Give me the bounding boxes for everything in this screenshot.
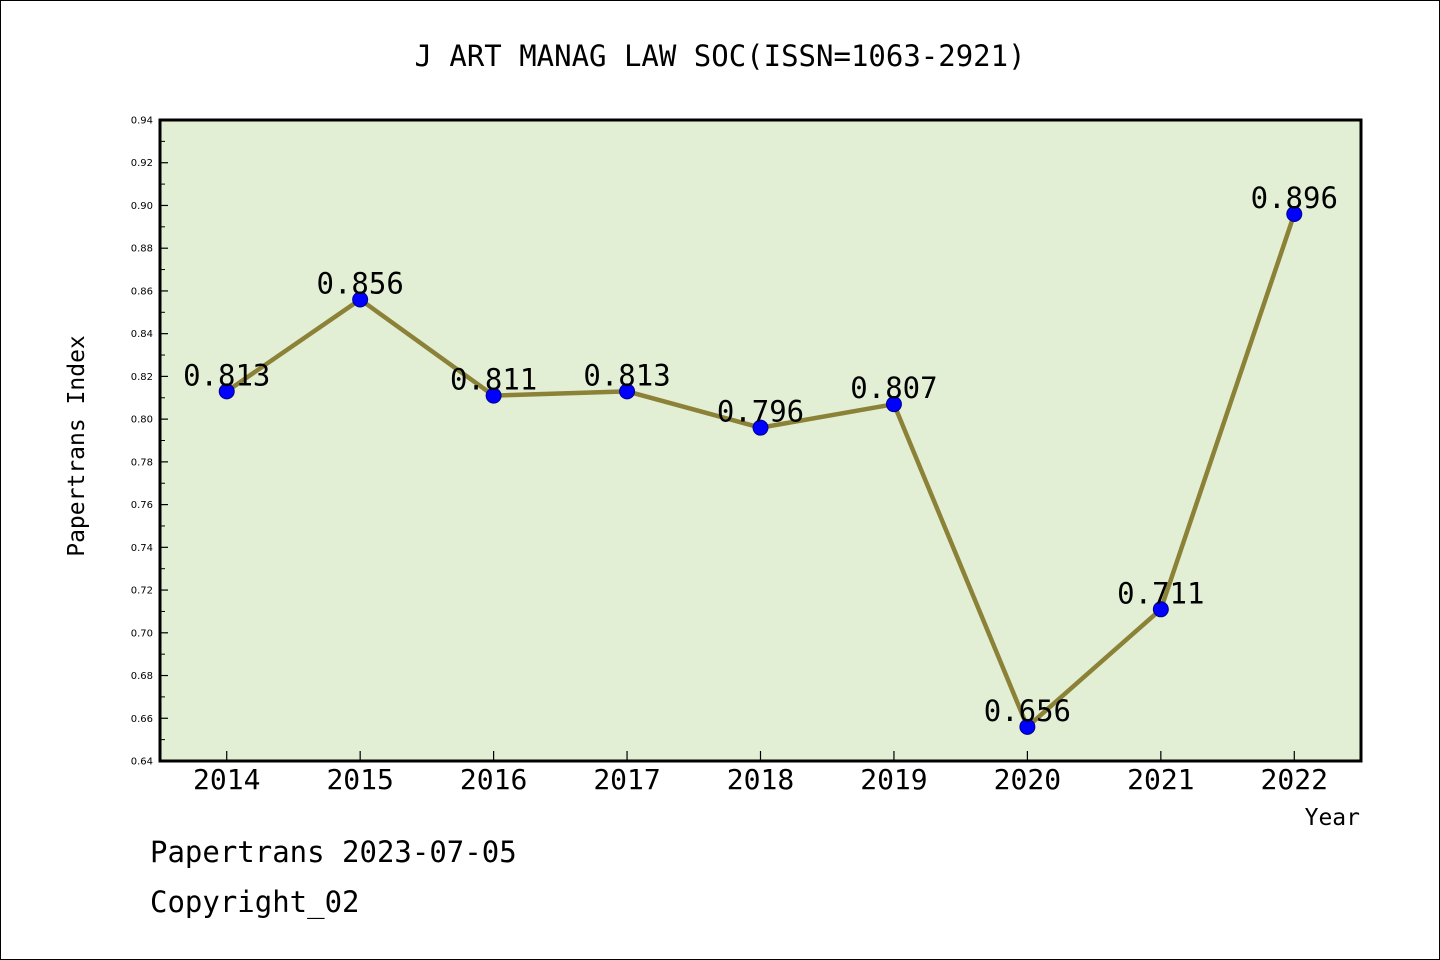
y-tick-label: 0.82 [131, 372, 153, 383]
x-axis-label: Year [1305, 805, 1360, 831]
data-markers [218, 206, 1303, 735]
y-tick-label: 0.68 [131, 671, 153, 682]
data-point-2022 [1286, 206, 1303, 223]
y-tick-label: 0.76 [131, 500, 153, 511]
footer-date: Papertrans 2023-07-05 [150, 835, 517, 869]
data-labels: 0.813 0.856 0.811 0.813 0.796 0.807 0.656 0.711… [183, 181, 1338, 728]
data-point-2018 [752, 419, 769, 436]
data-label-2021: 0.711 [1117, 576, 1204, 610]
x-tick-label: 2016 [460, 763, 527, 796]
x-tick-label: 2018 [727, 763, 794, 796]
data-point-2015 [352, 291, 369, 308]
x-axis: 2014 2015 2016 2017 2018 2019 2020 2021 2022 [193, 751, 1328, 796]
x-tick-label: 2015 [326, 763, 393, 796]
y-tick-label: 0.86 [131, 286, 153, 297]
y-axis-label: Papertrans Index [64, 335, 90, 557]
y-tick-label: 0.66 [131, 714, 153, 725]
y-tick-label: 0.70 [131, 628, 153, 639]
footer-copyright: Copyright_02 [150, 885, 360, 919]
x-tick-label: 2014 [193, 763, 260, 796]
data-point-2016 [485, 387, 502, 404]
data-label-2016: 0.811 [450, 363, 537, 397]
data-point-2021 [1152, 601, 1169, 618]
x-tick-label: 2020 [994, 763, 1061, 796]
data-label-2015: 0.856 [317, 266, 404, 300]
y-tick-label: 0.74 [131, 543, 153, 554]
x-tick-label: 2022 [1261, 763, 1328, 796]
data-point-2019 [885, 396, 902, 413]
chart-title: J ART MANAG LAW SOC(ISSN=1063-2921) [414, 39, 1025, 73]
y-tick-label: 0.64 [131, 757, 153, 768]
x-tick-label: 2019 [860, 763, 927, 796]
y-tick-label: 0.88 [131, 244, 153, 255]
plot-area [158, 118, 1363, 763]
y-tick-label: 0.94 [131, 116, 153, 127]
data-label-2017: 0.813 [583, 358, 670, 392]
data-point-2014 [218, 383, 235, 400]
y-tick-label: 0.80 [131, 415, 153, 426]
x-tick-label: 2021 [1127, 763, 1194, 796]
data-label-2020: 0.656 [984, 694, 1071, 728]
y-tick-label: 0.92 [131, 158, 153, 169]
y-axis: 0.64 0.66 0.68 0.70 0.72 0.74 0.76 0.78 0.80 0.82… [131, 116, 168, 768]
data-label-2022: 0.896 [1251, 181, 1338, 215]
y-tick-label: 0.78 [131, 457, 153, 468]
data-label-2019: 0.807 [850, 371, 937, 405]
data-label-2018: 0.796 [717, 395, 804, 429]
x-tick-label: 2017 [593, 763, 660, 796]
y-tick-label: 0.72 [131, 586, 153, 597]
data-label-2014: 0.813 [183, 358, 270, 392]
data-point-2017 [619, 383, 636, 400]
y-tick-label: 0.84 [131, 329, 153, 340]
y-tick-label: 0.90 [131, 201, 153, 212]
data-point-2020 [1019, 718, 1036, 735]
